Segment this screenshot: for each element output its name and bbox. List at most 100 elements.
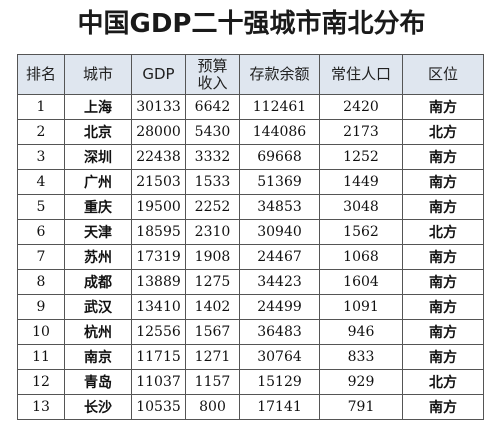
rank-cell: 10 bbox=[17, 319, 65, 345]
city-cell: 重庆 bbox=[64, 194, 132, 220]
region-cell: 南方 bbox=[402, 269, 484, 295]
population-cell: 1068 bbox=[319, 244, 403, 270]
region-cell: 南方 bbox=[402, 244, 484, 270]
rank-cell: 5 bbox=[17, 194, 65, 220]
rank-cell: 8 bbox=[17, 269, 65, 295]
region-cell: 北方 bbox=[402, 219, 484, 245]
header-budget-line2: 收入 bbox=[197, 73, 228, 92]
city-cell: 长沙 bbox=[64, 394, 132, 420]
budget-cell: 5430 bbox=[185, 119, 240, 145]
population-cell: 1604 bbox=[319, 269, 403, 295]
deposit-cell: 36483 bbox=[239, 319, 320, 345]
deposit-cell: 112461 bbox=[239, 94, 320, 120]
city-cell: 深圳 bbox=[64, 144, 132, 170]
budget-cell: 1908 bbox=[185, 244, 240, 270]
table-row: 2 北京 28000 5430 144086 2173 北方 bbox=[17, 119, 484, 145]
header-resident-population: 常住人口 bbox=[319, 54, 403, 95]
population-cell: 2420 bbox=[319, 94, 403, 120]
rank-cell: 12 bbox=[17, 369, 65, 395]
budget-cell: 3332 bbox=[185, 144, 240, 170]
city-cell: 青岛 bbox=[64, 369, 132, 395]
population-cell: 929 bbox=[319, 369, 403, 395]
city-cell: 广州 bbox=[64, 169, 132, 195]
header-rank: 排名 bbox=[17, 54, 65, 95]
header-gdp: GDP bbox=[131, 54, 186, 95]
population-cell: 791 bbox=[319, 394, 403, 420]
city-cell: 成都 bbox=[64, 269, 132, 295]
table-row: 3 深圳 22438 3332 69668 1252 南方 bbox=[17, 144, 484, 170]
region-cell: 南方 bbox=[402, 394, 484, 420]
city-cell: 天津 bbox=[64, 219, 132, 245]
deposit-cell: 17141 bbox=[239, 394, 320, 420]
page-title: 中国GDP二十强城市南北分布 bbox=[77, 9, 426, 39]
region-cell: 北方 bbox=[402, 119, 484, 145]
budget-cell: 800 bbox=[185, 394, 240, 420]
table-row: 1 上海 30133 6642 112461 2420 南方 bbox=[17, 94, 484, 120]
rank-cell: 1 bbox=[17, 94, 65, 120]
deposit-cell: 144086 bbox=[239, 119, 320, 145]
rank-cell: 7 bbox=[17, 244, 65, 270]
table-row: 4 广州 21503 1533 51369 1449 南方 bbox=[17, 169, 484, 195]
gdp-cell: 13410 bbox=[131, 294, 186, 320]
table-header-row: 排名 城市 GDP 预算 收入 存款余额 常住人口 区位 bbox=[17, 54, 484, 95]
budget-cell: 1567 bbox=[185, 319, 240, 345]
gdp-cell: 22438 bbox=[131, 144, 186, 170]
rank-cell: 2 bbox=[17, 119, 65, 145]
city-cell: 上海 bbox=[64, 94, 132, 120]
gdp-cell: 11715 bbox=[131, 344, 186, 370]
table-row: 11 南京 11715 1271 30764 833 南方 bbox=[17, 344, 484, 370]
region-cell: 南方 bbox=[402, 169, 484, 195]
population-cell: 2173 bbox=[319, 119, 403, 145]
region-cell: 南方 bbox=[402, 294, 484, 320]
region-cell: 南方 bbox=[402, 344, 484, 370]
deposit-cell: 34853 bbox=[239, 194, 320, 220]
budget-cell: 1275 bbox=[185, 269, 240, 295]
table-row: 7 苏州 17319 1908 24467 1068 南方 bbox=[17, 244, 484, 270]
header-deposit-balance: 存款余额 bbox=[239, 54, 320, 95]
table-row: 13 长沙 10535 800 17141 791 南方 bbox=[17, 394, 484, 420]
deposit-cell: 24499 bbox=[239, 294, 320, 320]
population-cell: 3048 bbox=[319, 194, 403, 220]
budget-cell: 1533 bbox=[185, 169, 240, 195]
gdp-cell: 11037 bbox=[131, 369, 186, 395]
table-row: 12 青岛 11037 1157 15129 929 北方 bbox=[17, 369, 484, 395]
gdp-cell: 10535 bbox=[131, 394, 186, 420]
budget-cell: 6642 bbox=[185, 94, 240, 120]
region-cell: 南方 bbox=[402, 94, 484, 120]
region-cell: 南方 bbox=[402, 194, 484, 220]
gdp-cell: 19500 bbox=[131, 194, 186, 220]
city-cell: 北京 bbox=[64, 119, 132, 145]
gdp-cell: 13889 bbox=[131, 269, 186, 295]
population-cell: 1091 bbox=[319, 294, 403, 320]
gdp-cell: 21503 bbox=[131, 169, 186, 195]
budget-cell: 1402 bbox=[185, 294, 240, 320]
table-row: 9 武汉 13410 1402 24499 1091 南方 bbox=[17, 294, 484, 320]
table-row: 5 重庆 19500 2252 34853 3048 南方 bbox=[17, 194, 484, 220]
rank-cell: 13 bbox=[17, 394, 65, 420]
table-row: 8 成都 13889 1275 34423 1604 南方 bbox=[17, 269, 484, 295]
rank-cell: 6 bbox=[17, 219, 65, 245]
header-budget-income: 预算 收入 bbox=[185, 54, 240, 95]
deposit-cell: 24467 bbox=[239, 244, 320, 270]
city-cell: 武汉 bbox=[64, 294, 132, 320]
deposit-cell: 15129 bbox=[239, 369, 320, 395]
rank-cell: 11 bbox=[17, 344, 65, 370]
gdp-cell: 17319 bbox=[131, 244, 186, 270]
gdp-table: 排名 城市 GDP 预算 收入 存款余额 常住人口 区位 1 上海 30133 6642… bbox=[17, 54, 484, 420]
population-cell: 1449 bbox=[319, 169, 403, 195]
city-cell: 苏州 bbox=[64, 244, 132, 270]
rank-cell: 4 bbox=[17, 169, 65, 195]
gdp-cell: 12556 bbox=[131, 319, 186, 345]
population-cell: 946 bbox=[319, 319, 403, 345]
gdp-cell: 30133 bbox=[131, 94, 186, 120]
deposit-cell: 51369 bbox=[239, 169, 320, 195]
deposit-cell: 30764 bbox=[239, 344, 320, 370]
budget-cell: 2252 bbox=[185, 194, 240, 220]
population-cell: 1562 bbox=[319, 219, 403, 245]
budget-cell: 1271 bbox=[185, 344, 240, 370]
table-row: 10 杭州 12556 1567 36483 946 南方 bbox=[17, 319, 484, 345]
region-cell: 南方 bbox=[402, 144, 484, 170]
city-cell: 杭州 bbox=[64, 319, 132, 345]
budget-cell: 2310 bbox=[185, 219, 240, 245]
rank-cell: 9 bbox=[17, 294, 65, 320]
